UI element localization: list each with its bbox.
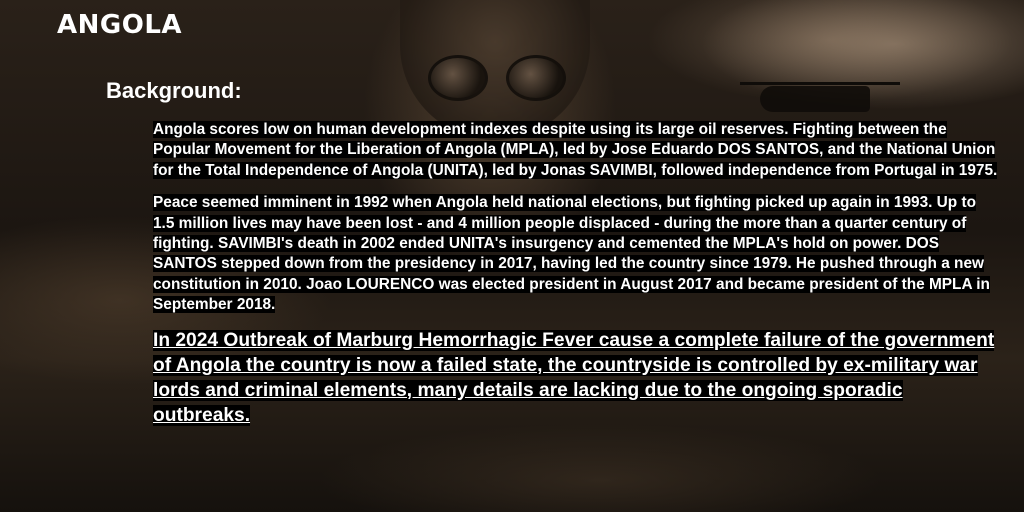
goggle-right [506, 55, 566, 101]
paragraph-outbreak: In 2024 Outbreak of Marburg Hemorrhagic … [153, 328, 998, 428]
section-heading: Background: [106, 78, 242, 103]
page-title: ANGOLA [57, 10, 183, 40]
content-area: Angola scores low on human development i… [153, 120, 998, 440]
helicopter-silhouette [760, 86, 870, 112]
paragraph-peace-text: Peace seemed imminent in 1992 when Angol… [153, 194, 990, 314]
helicopter-rotor [740, 82, 900, 85]
goggle-left [428, 55, 488, 101]
paragraph-history-text: Angola scores low on human development i… [153, 121, 998, 179]
paragraph-peace: Peace seemed imminent in 1992 when Angol… [153, 193, 998, 315]
paragraph-history: Angola scores low on human development i… [153, 120, 998, 181]
paragraph-outbreak-text: In 2024 Outbreak of Marburg Hemorrhagic … [153, 329, 995, 426]
soldier-silhouette [400, 0, 590, 140]
